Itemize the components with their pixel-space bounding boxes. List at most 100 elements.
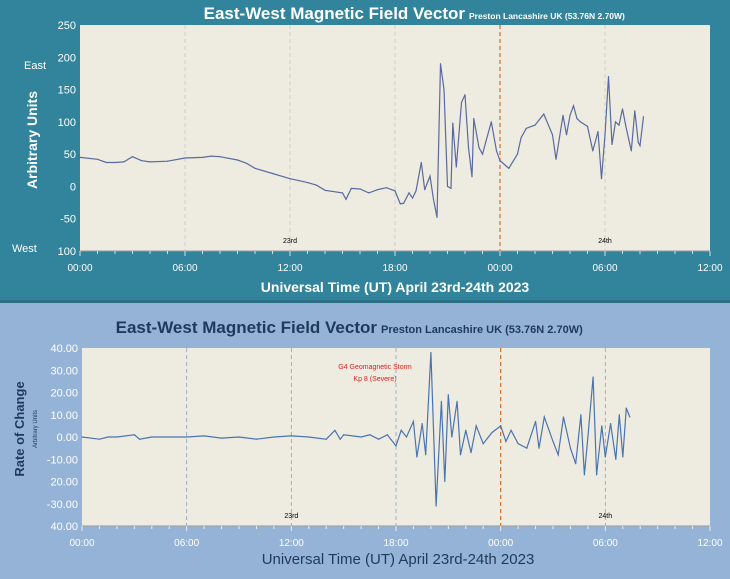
data-point (618, 124, 620, 126)
data-point (114, 161, 116, 164)
x-tick-label: 12:00 (697, 263, 722, 274)
storm-annotation-line2: Kp 8 (Severe) (353, 376, 396, 383)
data-point (491, 431, 493, 434)
y-axis-sublabel: Arbitrary Units (33, 410, 39, 448)
data-point (386, 434, 388, 436)
y-tick-label: 50 (64, 149, 76, 161)
data-point (490, 121, 492, 123)
data-point (210, 155, 212, 157)
x-tick-label: 12:00 (279, 538, 304, 549)
data-point (420, 161, 422, 164)
data-point (446, 185, 449, 188)
x-tick-label: 00:00 (69, 538, 94, 549)
data-point (460, 101, 463, 104)
data-point (133, 434, 135, 436)
y-tick-label: 0.00 (57, 432, 78, 444)
data-point (394, 190, 396, 192)
data-point (534, 420, 537, 423)
data-point (615, 458, 617, 460)
data-point (140, 160, 142, 162)
data-point (607, 76, 610, 78)
x-axis-label: Universal Time (UT) April 23rd-24th 2023 (262, 551, 535, 568)
data-point (565, 134, 568, 136)
data-point (81, 436, 83, 438)
data-point (186, 436, 188, 438)
data-point (289, 178, 291, 180)
data-point (600, 178, 603, 180)
data-point (551, 134, 554, 136)
data-point (131, 156, 134, 158)
x-tick-label: 06:00 (593, 538, 618, 549)
y-tick-label: -30.00 (47, 499, 78, 511)
data-point (444, 480, 446, 483)
data-point (105, 161, 107, 164)
data-point (569, 447, 572, 449)
data-point (569, 114, 571, 116)
data-point (510, 429, 512, 431)
data-point (359, 188, 361, 190)
data-point (601, 425, 603, 427)
data-point (236, 159, 239, 161)
east-label: East (24, 60, 46, 72)
y-tick-label: 40.00 (50, 521, 78, 533)
data-point (621, 108, 624, 110)
data-point (425, 454, 427, 456)
data-point (405, 436, 408, 438)
data-point (415, 190, 417, 192)
data-point (625, 407, 627, 409)
data-point (96, 158, 99, 160)
y-tick-label: 0 (70, 181, 76, 193)
day-label: 24th (599, 513, 613, 520)
data-point (341, 192, 344, 194)
y-tick-label: 30.00 (50, 365, 78, 377)
east-west-vector-chart: East-West Magnetic Field Vector Preston … (12, 4, 723, 295)
x-tick-label: 00:00 (67, 263, 92, 274)
data-point (499, 160, 501, 162)
data-point (604, 134, 606, 136)
data-point (552, 440, 554, 443)
data-point (98, 438, 101, 440)
data-point (557, 454, 559, 456)
east-west-vector-panel: East-West Magnetic Field Vector Preston … (0, 0, 730, 300)
data-point (467, 147, 470, 149)
data-point (273, 436, 275, 438)
storm-annotation-line1: G4 Geomagnetic Storm (338, 364, 412, 371)
data-point (534, 124, 536, 126)
data-point (369, 434, 371, 436)
data-point (592, 150, 594, 152)
x-tick-label: 18:00 (383, 538, 408, 549)
data-point (586, 125, 589, 127)
x-axis-label: Universal Time (UT) April 23rd-24th 2023 (261, 279, 530, 295)
data-point (562, 416, 565, 418)
data-point (471, 176, 473, 178)
x-tick-label: 00:00 (488, 538, 513, 549)
data-point (149, 161, 151, 163)
data-point (629, 416, 631, 418)
data-point (308, 436, 310, 438)
data-point (634, 110, 636, 112)
data-point (435, 505, 437, 507)
data-point (596, 474, 598, 476)
y-tick-label: 250 (58, 20, 76, 32)
data-point (481, 153, 484, 155)
data-point (79, 156, 81, 158)
data-point (508, 167, 510, 169)
data-point (630, 150, 632, 152)
data-point (543, 113, 545, 115)
data-point (516, 153, 519, 155)
data-point (572, 105, 575, 107)
data-point (580, 414, 582, 416)
day-label: 23rd (284, 513, 298, 520)
data-point (411, 197, 414, 199)
data-point (465, 429, 467, 431)
y-tick-label: 10.00 (50, 410, 78, 422)
data-point (184, 157, 186, 159)
rate-of-change-chart: East-West Magnetic Field Vector Preston … (12, 318, 723, 568)
data-point (625, 126, 627, 128)
x-tick-label: 06:00 (592, 263, 617, 274)
data-point (525, 127, 527, 129)
data-point (451, 436, 453, 438)
y-tick-label: -50 (60, 214, 76, 226)
data-point (475, 425, 477, 427)
data-point (421, 423, 423, 425)
